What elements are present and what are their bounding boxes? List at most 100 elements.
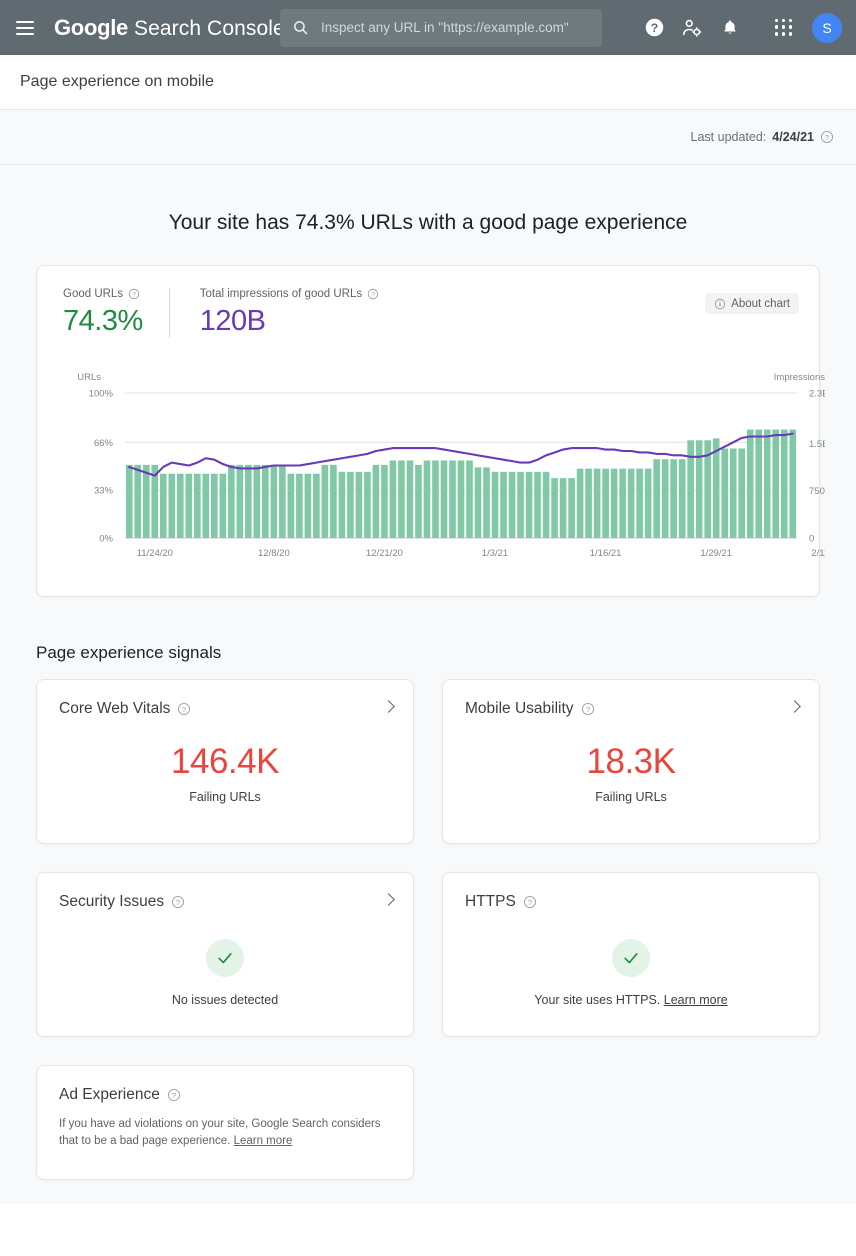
page-headline: Your site has 74.3% URLs with a good pag… [168, 211, 688, 234]
url-inspect-search-box[interactable]: Inspect any URL in "https://example.com" [280, 8, 602, 47]
svg-text:1/16/21: 1/16/21 [590, 548, 622, 559]
last-updated-bar: Last updated: 4/24/21 ? [0, 110, 856, 165]
check-circle-icon [612, 939, 650, 977]
signals-section-title: Page experience signals [36, 643, 222, 662]
last-updated-label: Last updated: [690, 130, 767, 144]
chart-canvas: URLs Impressions 0% 33% 66% 100% 0 750M 1.5B 2.3B… [77, 372, 825, 559]
svg-text:12/8/20: 12/8/20 [258, 548, 290, 559]
card-header-https: HTTPS? [465, 893, 797, 911]
svg-text:URLs: URLs [77, 372, 101, 383]
notifications-bell-icon[interactable] [711, 9, 749, 47]
svg-text:750M: 750M [809, 486, 825, 497]
signal-card-https: HTTPS? Your site uses HTTPS. Learn more [442, 872, 820, 1037]
check-glyph [624, 953, 638, 964]
apps-grid-glyph [775, 18, 793, 37]
hamburger-menu-icon[interactable] [16, 16, 40, 40]
person-gear-glyph [682, 19, 702, 37]
help-circle-icon[interactable]: ? [177, 702, 191, 716]
card-status-text-security-issues: No issues detected [59, 993, 391, 1007]
impressions-metric: Total impressions of good URLs ? 120B [168, 288, 405, 338]
app-brand: Google Search Console [54, 15, 285, 41]
card-body-ad-experience: If you have ad violations on your site, … [59, 1116, 389, 1151]
good-urls-value: 74.3% [63, 305, 143, 337]
last-updated-value: 4/24/21 [772, 130, 814, 144]
search-icon [294, 21, 308, 35]
page-experience-chart[interactable]: URLs Impressions 0% 33% 66% 100% 0 750M 1.5B 2.3B… [37, 366, 825, 586]
card-body-text: If you have ad violations on your site, … [59, 1118, 381, 1148]
help-circle-icon[interactable]: ? [820, 130, 834, 144]
help-circle-glyph: ? [645, 18, 663, 37]
page-title-bar: Page experience on mobile [0, 55, 856, 110]
help-circle-icon[interactable]: ? [167, 1088, 181, 1102]
card-sublabel-mobile-usability: Failing URLs [595, 790, 667, 804]
page-experience-chart-card: Good URLs ? 74.3% Total impressions of g… [36, 265, 825, 597]
account-settings-icon[interactable] [673, 9, 711, 47]
learn-more-link[interactable]: Learn more [233, 1135, 293, 1148]
google-apps-grid-icon[interactable] [765, 9, 803, 47]
svg-text:11/24/20: 11/24/20 [137, 548, 173, 559]
card-title-security-issues: Security Issues [59, 893, 165, 910]
brand-product: Search Console [133, 16, 285, 40]
chart-metrics: Good URLs ? 74.3% Total impressions of g… [37, 266, 819, 338]
status-text: Your site uses HTTPS. [534, 993, 661, 1007]
impressions-label: Total impressions of good URLs [199, 288, 363, 300]
svg-text:2/11/21: 2/11/21 [811, 548, 825, 559]
check-circle-icon [206, 939, 244, 977]
signal-card-core-web-vitals[interactable]: Core Web Vitals? 146.4K Failing URLs [36, 679, 414, 844]
top-app-bar: Google Search Console Inspect any URL in… [0, 0, 856, 55]
top-bar-actions: ? S [635, 9, 842, 47]
svg-text:?: ? [172, 1091, 176, 1100]
svg-text:0%: 0% [99, 534, 113, 545]
card-value-core-web-vitals: 146.4K [171, 742, 279, 781]
help-circle-icon[interactable]: ? [128, 288, 140, 300]
svg-text:2.3B: 2.3B [809, 389, 825, 400]
card-value-mobile-usability: 18.3K [586, 742, 676, 781]
card-status-text-https: Your site uses HTTPS. Learn more [465, 993, 797, 1007]
info-circle-icon [714, 298, 726, 309]
signal-card-security-issues[interactable]: Security Issues? No issues detected [36, 872, 414, 1037]
help-icon[interactable]: ? [635, 9, 673, 47]
status-text: No issues detected [171, 993, 279, 1007]
svg-text:?: ? [176, 898, 180, 907]
svg-text:?: ? [371, 292, 375, 299]
svg-text:66%: 66% [94, 438, 114, 449]
help-circle-icon[interactable]: ? [171, 895, 185, 909]
good-urls-label-row: Good URLs ? [63, 288, 143, 300]
svg-text:33%: 33% [94, 486, 114, 497]
brand-google: Google [54, 14, 128, 40]
help-circle-icon[interactable]: ? [367, 288, 379, 300]
svg-text:?: ? [650, 21, 657, 35]
check-glyph [218, 953, 232, 964]
card-title-https: HTTPS [465, 893, 516, 910]
impressions-label-row: Total impressions of good URLs ? [200, 288, 379, 300]
svg-text:1/29/21: 1/29/21 [700, 548, 732, 559]
svg-text:?: ? [585, 705, 589, 714]
help-circle-icon[interactable]: ? [523, 895, 537, 909]
bell-glyph [724, 20, 736, 34]
help-circle-icon[interactable]: ? [581, 702, 595, 716]
svg-text:1.5B: 1.5B [809, 439, 825, 450]
svg-text:12/21/20: 12/21/20 [366, 548, 403, 559]
card-title-mobile-usability: Mobile Usability [465, 700, 574, 717]
card-header-core-web-vitals: Core Web Vitals? [59, 700, 391, 718]
svg-text:?: ? [132, 292, 136, 299]
svg-text:1/3/21: 1/3/21 [482, 548, 508, 559]
signal-card-mobile-usability[interactable]: Mobile Usability? 18.3K Failing URLs [442, 679, 820, 844]
svg-text:?: ? [182, 705, 186, 714]
search-input-placeholder[interactable]: Inspect any URL in "https://example.com" [321, 20, 569, 35]
card-header-ad-experience: Ad Experience? [59, 1086, 391, 1104]
signal-cards-grid: Core Web Vitals? 146.4K Failing URLs Mobile… [36, 679, 820, 1180]
svg-text:?: ? [825, 133, 829, 142]
card-header-security-issues: Security Issues? [59, 893, 391, 911]
learn-more-link[interactable]: Learn more [663, 993, 728, 1007]
avatar[interactable]: S [812, 12, 842, 43]
about-chart-label: About chart [731, 297, 790, 310]
signal-card-ad-experience: Ad Experience? If you have ad violations … [36, 1065, 414, 1180]
svg-text:0: 0 [809, 534, 814, 545]
card-sublabel-core-web-vitals: Failing URLs [189, 790, 261, 804]
card-title-ad-experience: Ad Experience [59, 1086, 160, 1103]
about-chart-button[interactable]: About chart [705, 293, 799, 314]
page-title: Page experience on mobile [20, 73, 214, 90]
good-urls-metric: Good URLs ? 74.3% [63, 288, 169, 338]
card-title-core-web-vitals: Core Web Vitals [59, 700, 171, 717]
